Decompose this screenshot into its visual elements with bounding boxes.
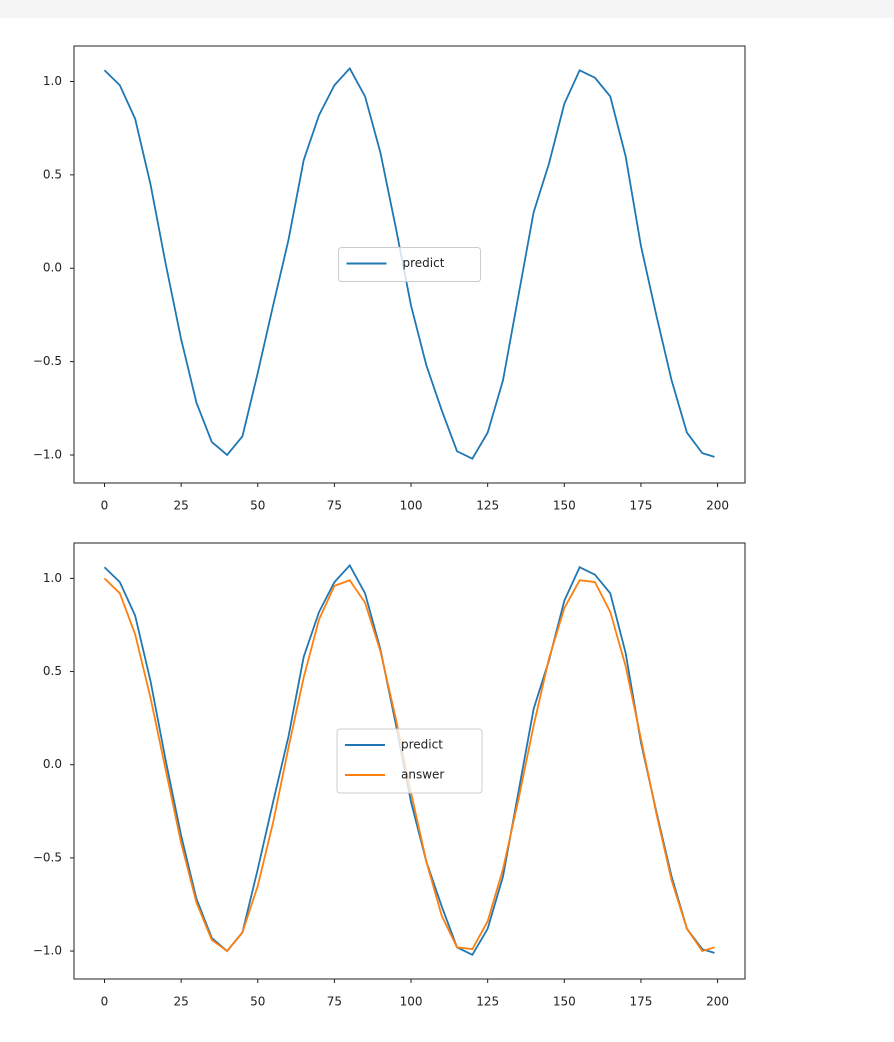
- x-tick-label: 25: [173, 995, 188, 1009]
- legend-label: answer: [401, 768, 444, 782]
- x-tick-label: 50: [250, 499, 265, 513]
- y-tick-label: 1.0: [43, 74, 62, 88]
- x-tick-label: 175: [629, 995, 652, 1009]
- line-series: [103, 66, 715, 460]
- x-tick-label: 75: [327, 995, 342, 1009]
- y-tick-label: 0.5: [43, 664, 62, 678]
- y-tick-label: −0.5: [33, 354, 62, 368]
- legend-box: [338, 247, 481, 282]
- y-tick-label: 0.0: [43, 757, 62, 771]
- x-tick-label: 150: [553, 995, 576, 1009]
- y-tick-label: 1.0: [43, 571, 62, 585]
- x-tick-label: 50: [250, 995, 265, 1009]
- x-tick-label: 100: [400, 995, 423, 1009]
- axes-frame: [73, 542, 746, 980]
- x-tick-label: 150: [553, 499, 576, 513]
- x-tick-label: 125: [476, 499, 499, 513]
- axes-frame: [73, 45, 746, 484]
- y-tick-label: −0.5: [33, 850, 62, 864]
- legend-label: predict: [403, 256, 445, 270]
- x-tick-label: 0: [101, 995, 109, 1009]
- x-tick-label: 75: [327, 499, 342, 513]
- legend: predict answer: [336, 728, 483, 794]
- y-tick-label: 0.0: [43, 261, 62, 275]
- legend-label: predict: [401, 738, 443, 752]
- legend: predict: [338, 247, 481, 282]
- x-tick-label: 200: [706, 995, 729, 1009]
- chart-panel: 0 25 50 75 100 125 150 175 200 −1.0 −0.5 0.0 0.5 1.0 p…: [33, 45, 746, 513]
- y-tick-label: −1.0: [33, 447, 62, 461]
- x-tick-label: 175: [629, 499, 652, 513]
- x-tick-label: 25: [173, 499, 188, 513]
- x-tick-label: 100: [400, 499, 423, 513]
- chart-panel: 0 25 50 75 100 125 150 175 200 −1.0 −0.5 0.0 0.5 1.0 p…: [33, 542, 746, 1009]
- x-tick-label: 125: [476, 995, 499, 1009]
- x-tick-label: 200: [706, 499, 729, 513]
- line-series: [103, 563, 715, 956]
- y-tick-label: 0.5: [43, 167, 62, 181]
- toolbar-strip: [0, 0, 894, 18]
- x-tick-label: 0: [101, 499, 109, 513]
- y-tick-label: −1.0: [33, 944, 62, 958]
